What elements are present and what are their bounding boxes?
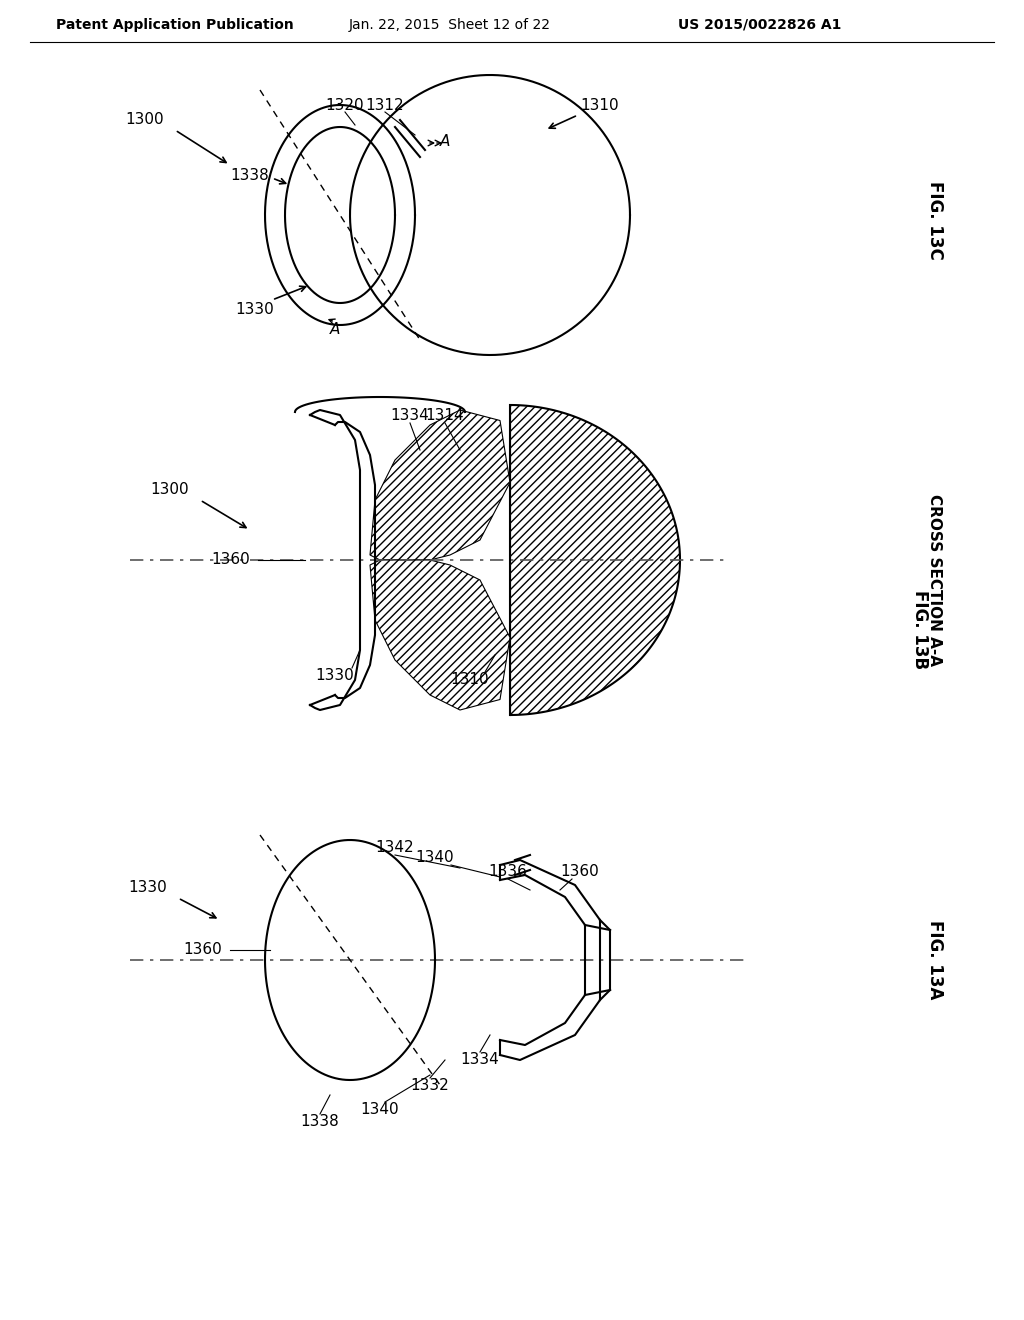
Text: 1340: 1340 xyxy=(360,1102,399,1118)
Text: 1300: 1300 xyxy=(151,483,189,498)
Text: Patent Application Publication: Patent Application Publication xyxy=(56,18,294,32)
Text: 1320: 1320 xyxy=(326,98,365,112)
Text: FIG. 13C: FIG. 13C xyxy=(926,181,944,259)
Text: 1330: 1330 xyxy=(129,880,167,895)
Text: FIG. 13A: FIG. 13A xyxy=(926,920,944,999)
Text: 1310: 1310 xyxy=(581,98,620,112)
PathPatch shape xyxy=(510,405,680,715)
Text: A: A xyxy=(440,133,451,149)
Text: 1336: 1336 xyxy=(488,865,527,879)
Text: CROSS SECTION A-A: CROSS SECTION A-A xyxy=(928,494,942,667)
Text: 1360: 1360 xyxy=(183,942,222,957)
Text: 1360: 1360 xyxy=(560,865,599,879)
Text: 1330: 1330 xyxy=(236,302,274,318)
Text: 1310: 1310 xyxy=(451,672,489,688)
PathPatch shape xyxy=(370,411,510,560)
Text: 1332: 1332 xyxy=(411,1077,450,1093)
Text: 1334: 1334 xyxy=(390,408,429,422)
Text: Jan. 22, 2015  Sheet 12 of 22: Jan. 22, 2015 Sheet 12 of 22 xyxy=(349,18,551,32)
Text: 1338: 1338 xyxy=(301,1114,339,1130)
Text: A: A xyxy=(330,322,340,338)
Text: 1314: 1314 xyxy=(426,408,464,422)
PathPatch shape xyxy=(370,560,510,710)
Text: FIG. 13B: FIG. 13B xyxy=(911,590,929,669)
Text: 1340: 1340 xyxy=(416,850,455,866)
Text: US 2015/0022826 A1: US 2015/0022826 A1 xyxy=(678,18,842,32)
Text: 1338: 1338 xyxy=(230,168,269,182)
Text: 1334: 1334 xyxy=(461,1052,500,1068)
Text: 1312: 1312 xyxy=(366,98,404,112)
Text: 1330: 1330 xyxy=(315,668,354,682)
Text: 1360: 1360 xyxy=(211,553,250,568)
Text: 1342: 1342 xyxy=(376,841,415,855)
Text: 1300: 1300 xyxy=(126,112,164,128)
